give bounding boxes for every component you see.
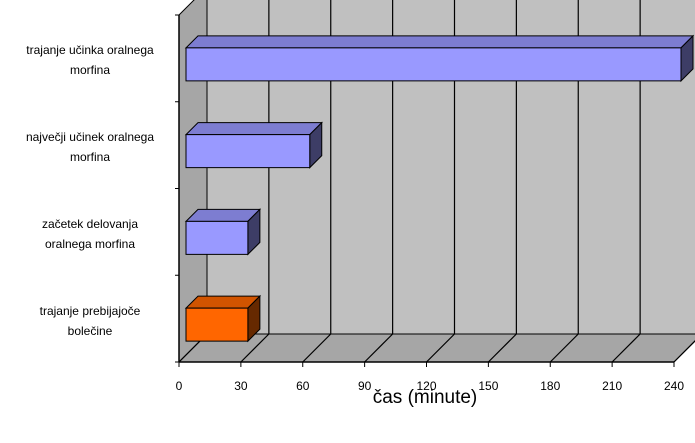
x-tick-label: 210: [602, 379, 622, 393]
floor: [177, 333, 695, 363]
category-label: začetek delovanja oralnega morfina: [2, 214, 178, 254]
bar: [185, 307, 249, 342]
floor-gridline: [426, 333, 455, 363]
floor-gridline: [302, 333, 332, 363]
x-axis-title: čas (minute): [372, 387, 478, 408]
bar: [185, 134, 311, 169]
category-label-line: začetek delovanja: [41, 216, 139, 231]
floor-gridline: [549, 333, 579, 363]
x-tick-label: 0: [176, 379, 183, 393]
floor-gridline: [673, 340, 695, 363]
floor-gridline: [240, 333, 270, 363]
category-label-line: morfina: [69, 63, 110, 78]
floor-gridline: [364, 333, 394, 363]
category-label-line: trajanje učinka oralnega: [26, 43, 154, 58]
category-label-line: bolečine: [67, 323, 113, 338]
bar: [185, 47, 682, 82]
x-tick-label: 60: [296, 379, 310, 393]
category-label-line: morfina: [69, 150, 110, 165]
category-label: trajanje prebijajoče bolečine: [2, 301, 178, 341]
bar-top: [184, 295, 262, 309]
bar-top: [184, 122, 323, 136]
category-label: največji učinek oralnega morfina: [2, 127, 178, 167]
x-tick-label: 150: [478, 379, 498, 393]
category-label: trajanje učinka oralnega morfina: [2, 40, 178, 80]
bar-top: [184, 35, 695, 49]
floor-gridline: [611, 333, 641, 363]
category-label-line: oralnega morfina: [44, 236, 136, 251]
x-tick-label: 120: [416, 379, 436, 393]
category-label-line: trajanje prebijajoče: [39, 303, 141, 318]
x-tick-label: 240: [664, 379, 684, 393]
bar: [185, 220, 249, 255]
x-tick-label: 90: [358, 379, 372, 393]
category-label-line: največji učinek oralnega: [25, 130, 155, 145]
bar-top: [184, 208, 262, 222]
x-tick-label: 30: [234, 379, 248, 393]
x-tick-label: 180: [540, 379, 560, 393]
floor-gridline: [487, 333, 517, 363]
